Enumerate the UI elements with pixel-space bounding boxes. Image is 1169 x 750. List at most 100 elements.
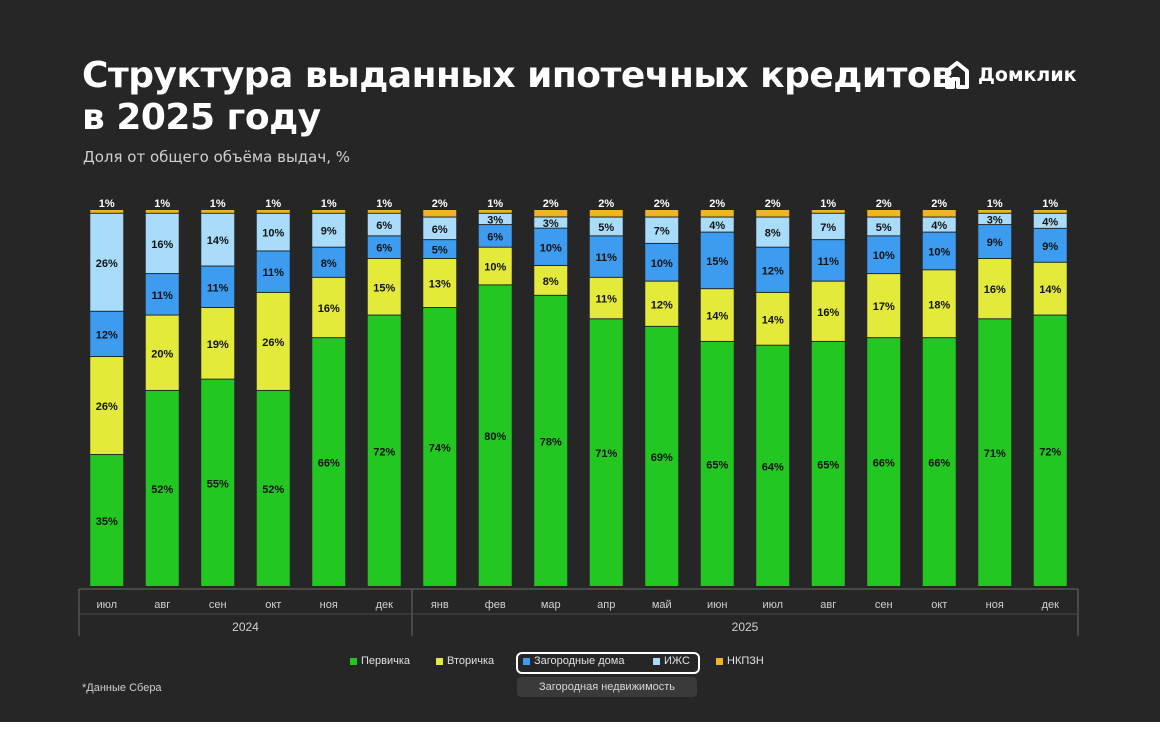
bars-layer: 35% 26% 12% 26% 1% 52% 20% 11% 16% 1% 55% 19% 11% 14%… (90, 198, 1067, 586)
data-label-nkpzn-17: 1% (1042, 198, 1058, 210)
x-tick-label-14: сен (875, 599, 893, 611)
data-label-primary-3: 52% (262, 484, 284, 496)
legend-label-primary: Первичка (361, 655, 411, 667)
bar-primary-16 (978, 319, 1012, 586)
bar-secondary-4 (312, 277, 346, 338)
bar-primary-3 (256, 390, 290, 586)
bar-nkpzn-2 (201, 210, 235, 213)
title-line-1: Структура выданных ипотечных кредитов (82, 55, 954, 96)
x-tick-label-17: дек (1042, 599, 1060, 611)
bar-primary-10 (645, 326, 679, 586)
data-label-nkpzn-15: 2% (931, 198, 947, 210)
x-tick-label-12: июл (762, 599, 783, 611)
data-label-secondary-4: 16% (318, 303, 340, 315)
data-label-country-houses-17: 9% (1042, 241, 1058, 253)
bar-nkpzn-14 (867, 210, 901, 217)
bar-primary-15 (922, 338, 956, 586)
data-label-primary-10: 69% (651, 452, 673, 464)
bar-nkpzn-17 (1033, 210, 1067, 213)
bar-primary-8 (534, 295, 568, 586)
bar-primary-9 (589, 319, 623, 586)
data-label-country-houses-0: 12% (96, 329, 118, 341)
data-label-secondary-7: 10% (484, 262, 506, 274)
bar-izhs-0 (90, 213, 124, 311)
data-label-country-houses-2: 11% (207, 282, 229, 294)
data-label-secondary-13: 16% (817, 307, 839, 319)
legend-item-secondary: Вторичка (436, 655, 494, 667)
bar-country-houses-7 (478, 225, 512, 247)
bar-nkpzn-9 (589, 210, 623, 217)
x-axis: июл авг сен окт ноя дек янв фев мар апр май июн июл а… (78, 588, 1079, 636)
legend-swatch-country-houses (523, 657, 530, 665)
data-label-secondary-3: 26% (262, 337, 284, 349)
data-label-secondary-8: 8% (543, 276, 559, 288)
year-label-2024: 2024 (232, 620, 259, 634)
data-label-nkpzn-0: 1% (99, 198, 115, 210)
bar-izhs-7 (478, 213, 512, 225)
bar-nkpzn-6 (423, 210, 457, 217)
data-label-nkpzn-9: 2% (598, 198, 614, 210)
data-label-country-houses-4: 8% (321, 258, 337, 270)
bar-nkpzn-1 (145, 210, 179, 213)
bar-izhs-15 (922, 217, 956, 232)
brand-name: Домклик (978, 64, 1077, 86)
bar-country-houses-3 (256, 251, 290, 292)
bar-primary-13 (811, 341, 845, 586)
data-label-primary-5: 72% (373, 446, 395, 458)
data-label-secondary-0: 26% (96, 401, 118, 413)
chart-frame: Структура выданных ипотечных кредитов в … (0, 0, 1160, 722)
bar-izhs-5 (367, 213, 401, 236)
bar-nkpzn-10 (645, 210, 679, 217)
title-line-2: в 2025 году (82, 97, 321, 138)
data-label-nkpzn-13: 1% (820, 198, 836, 210)
data-label-izhs-11: 4% (709, 220, 725, 232)
bar-country-houses-16 (978, 225, 1012, 259)
data-label-primary-11: 65% (706, 459, 728, 471)
brand: Домклик (944, 60, 1077, 90)
data-label-country-houses-10: 10% (651, 258, 673, 270)
bar-nkpzn-15 (922, 210, 956, 217)
bar-secondary-9 (589, 277, 623, 319)
data-label-primary-8: 78% (540, 436, 562, 448)
data-label-izhs-1: 16% (151, 239, 173, 251)
data-label-secondary-16: 16% (984, 284, 1006, 296)
bar-primary-17 (1033, 315, 1067, 586)
data-label-izhs-16: 3% (987, 214, 1003, 226)
legend-swatch-primary (350, 657, 357, 665)
legend-label-nkpzn: НКПЗН (727, 655, 764, 667)
stacked-bar-chart: 35% 26% 12% 26% 1% 52% 20% 11% 16% 1% 55% 19% 11% 14%… (78, 198, 1079, 636)
bar-primary-1 (145, 390, 179, 586)
data-label-nkpzn-8: 2% (543, 198, 559, 210)
legend-item-primary: Первичка (350, 655, 410, 667)
bar-secondary-12 (756, 292, 790, 345)
bar-primary-5 (367, 315, 401, 586)
x-tick-label-16: ноя (986, 599, 1004, 611)
data-label-secondary-2: 19% (207, 339, 229, 351)
data-label-country-houses-5: 6% (376, 243, 392, 255)
data-label-izhs-0: 26% (96, 258, 118, 270)
bar-secondary-10 (645, 281, 679, 326)
page-subtitle: Доля от общего объёма выдач, % (83, 148, 350, 166)
data-label-primary-15: 66% (928, 458, 950, 470)
bar-secondary-15 (922, 270, 956, 338)
bar-izhs-11 (700, 217, 734, 232)
bar-secondary-6 (423, 259, 457, 308)
footnote: *Данные Сбера (82, 682, 162, 694)
data-label-nkpzn-5: 1% (376, 198, 392, 210)
data-label-country-houses-13: 11% (818, 256, 840, 268)
data-label-secondary-14: 17% (873, 301, 895, 313)
data-label-nkpzn-7: 1% (487, 198, 503, 210)
bar-secondary-8 (534, 265, 568, 295)
bar-country-houses-17 (1033, 228, 1067, 262)
data-label-primary-17: 72% (1039, 446, 1061, 458)
bar-izhs-9 (589, 217, 623, 236)
data-label-izhs-9: 5% (598, 222, 614, 234)
bar-secondary-0 (90, 357, 124, 455)
data-label-izhs-4: 9% (321, 226, 337, 238)
bar-izhs-13 (811, 213, 845, 240)
bar-izhs-1 (145, 213, 179, 274)
legend-label-secondary: Вторичка (447, 655, 495, 667)
data-label-primary-14: 66% (873, 458, 895, 470)
bar-nkpzn-5 (367, 210, 401, 213)
legend-label-izhs: ИЖС (664, 655, 690, 667)
